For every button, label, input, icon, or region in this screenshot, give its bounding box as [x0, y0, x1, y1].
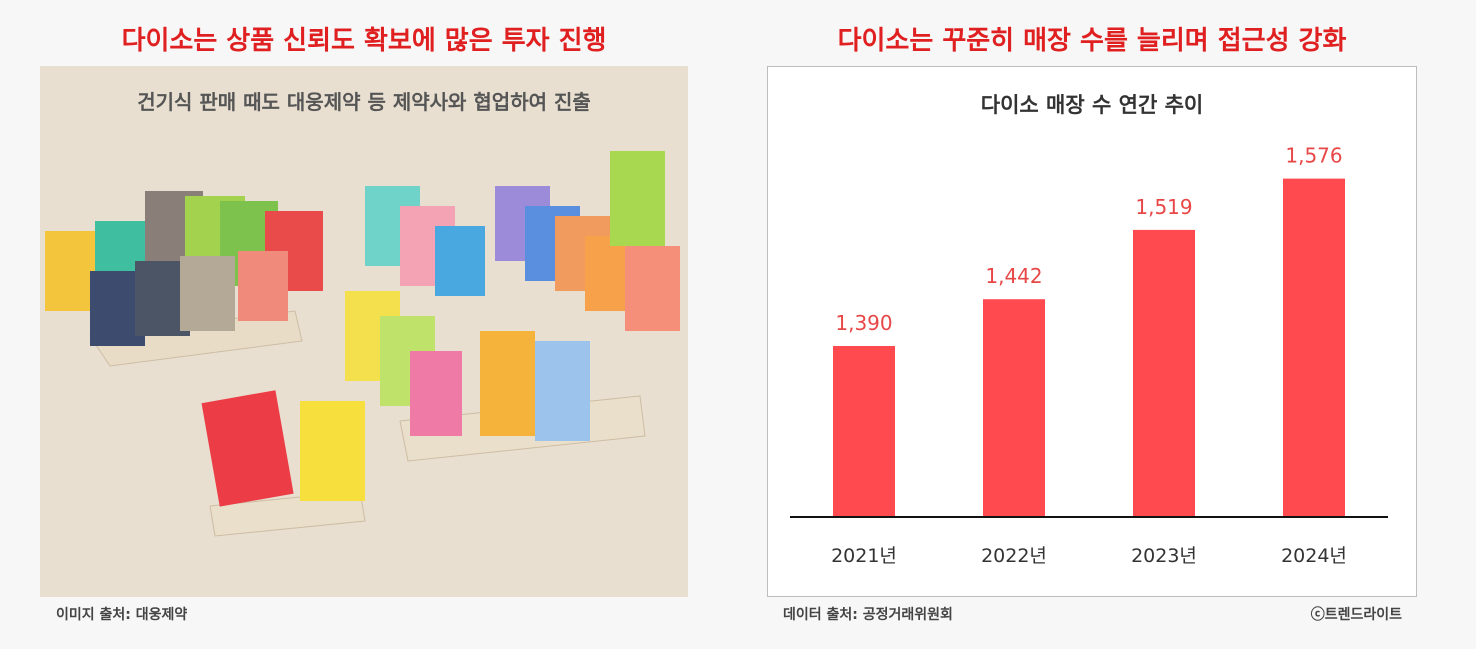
copyright: ⓒ트렌드라이트 [1310, 607, 1402, 623]
bar-2023년 [1133, 229, 1195, 517]
bar-2021년 [833, 346, 895, 517]
data-label: 1,519 [1135, 195, 1192, 219]
chart-title: 다이소 매장 수 연간 추이 [980, 93, 1204, 117]
data-label: 1,390 [835, 311, 892, 335]
x-tick-label: 2021년 [831, 545, 897, 567]
bar-2022년 [983, 299, 1045, 517]
data-label: 1,576 [1285, 144, 1342, 168]
data-source: 데이터 출처: 공정거래위원회 [783, 607, 953, 623]
x-tick-label: 2022년 [981, 545, 1047, 567]
x-tick-label: 2024년 [1281, 545, 1347, 567]
product-photo: 건기식 판매 때도 대웅제약 등 제약사와 협업하여 진출 [40, 66, 688, 597]
product-boxes-illustration [45, 151, 680, 537]
x-tick-label: 2023년 [1131, 545, 1197, 567]
data-label: 1,442 [985, 264, 1042, 288]
store-count-chart: 다이소 매장 수 연간 추이 1,390 2021년 1,442 2022년 1,519… [767, 66, 1417, 597]
right-headline: 다이소는 꾸준히 매장 수를 늘리며 접근성 강화 [837, 26, 1347, 56]
bar-2024년 [1283, 178, 1345, 517]
left-headline: 다이소는 상품 신뢰도 확보에 많은 투자 진행 [121, 26, 607, 56]
photo-caption: 건기식 판매 때도 대웅제약 등 제약사와 협업하여 진출 [137, 90, 591, 114]
bar-chart-svg: 1,390 2021년 1,442 2022년 1,519 2023년 1,576 2024년 [790, 144, 1388, 567]
image-source: 이미지 출처: 대웅제약 [56, 607, 188, 623]
